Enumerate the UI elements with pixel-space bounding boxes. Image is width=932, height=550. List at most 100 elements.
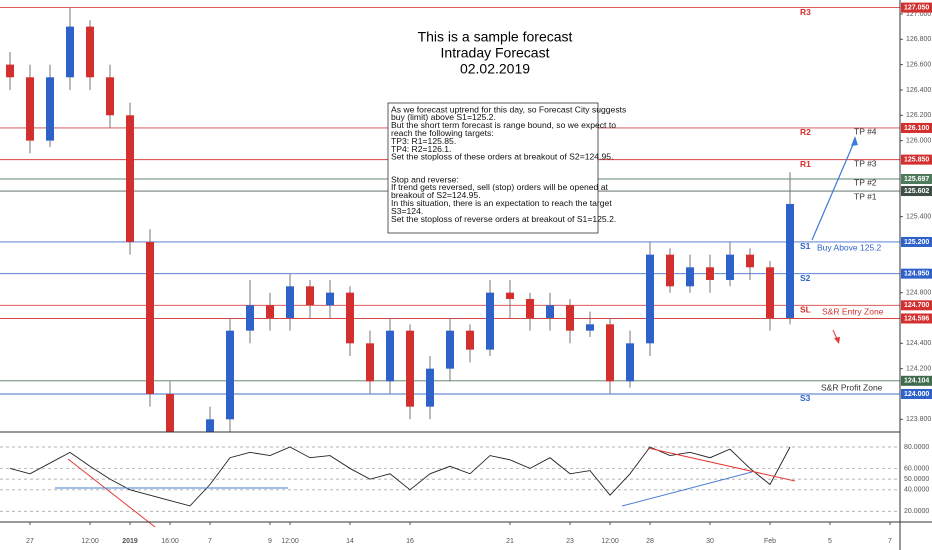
annotation: Buy Above 125.2 bbox=[817, 242, 882, 252]
candle-body bbox=[366, 343, 374, 382]
candle-body bbox=[166, 393, 174, 432]
x-tick-label: 12:00 bbox=[281, 538, 299, 545]
x-tick-label: 12:00 bbox=[81, 538, 99, 545]
annotation: TP #2 bbox=[854, 177, 877, 187]
level-label: 124.596 bbox=[904, 315, 929, 322]
candle-body bbox=[206, 419, 214, 432]
level-label-box bbox=[901, 313, 932, 324]
candle-body bbox=[766, 267, 774, 318]
x-tick-label: 7 bbox=[888, 538, 892, 545]
note-line: Set the stoploss of reverse orders at br… bbox=[391, 214, 616, 224]
level-label-box bbox=[901, 375, 932, 386]
candle-body bbox=[106, 77, 114, 116]
x-tick-label: 12:00 bbox=[601, 538, 619, 545]
candle-body bbox=[546, 305, 554, 318]
level-label: 125.602 bbox=[904, 188, 929, 195]
level-label-box bbox=[901, 2, 932, 13]
x-tick-label: 16 bbox=[406, 538, 414, 545]
candle-body bbox=[566, 305, 574, 331]
candle-body bbox=[626, 343, 634, 382]
note-line: TP3: R1=125.85. bbox=[391, 136, 456, 146]
candle-body bbox=[586, 324, 594, 331]
x-tick-label: 2019 bbox=[122, 538, 138, 545]
level-name: S1 bbox=[800, 241, 811, 251]
candle-body bbox=[426, 368, 434, 407]
level-label-box bbox=[901, 300, 932, 311]
note-line: breakout of S2=124.95. bbox=[391, 190, 481, 200]
level-label-box bbox=[901, 388, 932, 399]
y-tick-label: 126.400 bbox=[906, 87, 931, 94]
candle-body bbox=[526, 298, 534, 318]
trendline bbox=[621, 471, 753, 507]
note-line: Set the stoploss of these orders at brea… bbox=[391, 152, 613, 162]
note-box bbox=[387, 102, 599, 234]
candle-body bbox=[266, 305, 274, 318]
annotation: TP #1 bbox=[854, 191, 877, 201]
level-label-box bbox=[901, 186, 932, 197]
candle-body bbox=[466, 330, 474, 350]
title: 02.02.2019 bbox=[460, 61, 530, 77]
candle-body bbox=[686, 267, 694, 287]
x-tick-label: 14 bbox=[346, 538, 354, 545]
osc-tick-label: 60.0000 bbox=[904, 465, 929, 472]
level-label: 124.000 bbox=[904, 391, 929, 398]
osc-tick-label: 20.0000 bbox=[904, 508, 929, 515]
annotation: S&R Entry Zone bbox=[822, 306, 884, 316]
trendline bbox=[67, 458, 156, 528]
title: Intraday Forecast bbox=[441, 45, 550, 61]
candle-body bbox=[606, 324, 614, 382]
candle-body bbox=[786, 203, 794, 318]
y-tick-label: 126.600 bbox=[906, 61, 931, 68]
level-name: R1 bbox=[800, 159, 811, 169]
level-label-box bbox=[901, 236, 932, 247]
candle-body bbox=[346, 292, 354, 344]
candle-body bbox=[726, 254, 734, 280]
note-line: buy (limit) above S1=125.2. bbox=[391, 112, 496, 122]
note-line: Stop and reverse: bbox=[391, 174, 459, 184]
candle-body bbox=[66, 26, 74, 78]
note-line: reach the following targets: bbox=[391, 128, 494, 138]
y-tick-label: 126.800 bbox=[906, 36, 931, 43]
level-name: S3 bbox=[800, 393, 811, 403]
candle-body bbox=[386, 330, 394, 382]
level-label: 125.697 bbox=[904, 176, 929, 183]
level-label: 124.700 bbox=[904, 302, 929, 309]
candle-body bbox=[666, 254, 674, 287]
candle-body bbox=[646, 254, 654, 344]
candle-body bbox=[306, 286, 314, 306]
level-label: 124.950 bbox=[904, 270, 929, 277]
y-tick-label: 126.200 bbox=[906, 112, 931, 119]
candle-body bbox=[226, 330, 234, 420]
y-tick-label: 124.200 bbox=[906, 366, 931, 373]
candle-body bbox=[486, 292, 494, 350]
x-tick-label: 27 bbox=[26, 538, 34, 545]
note-line: If trend gets reversed, sell (stop) orde… bbox=[391, 182, 608, 192]
y-tick-label: 126.000 bbox=[906, 137, 931, 144]
note-line: S3=124. bbox=[391, 206, 423, 216]
level-label-box bbox=[901, 154, 932, 165]
candle-body bbox=[706, 267, 714, 280]
title: This is a sample forecast bbox=[418, 29, 573, 45]
osc-tick-label: 50.0000 bbox=[904, 476, 929, 483]
arrow bbox=[811, 139, 856, 241]
level-label: 125.850 bbox=[904, 156, 929, 163]
x-tick-label: 9 bbox=[268, 538, 272, 545]
y-tick-label: 125.400 bbox=[906, 213, 931, 220]
note-line: TP4: R2=126.1. bbox=[391, 144, 451, 154]
level-name: SL bbox=[800, 305, 811, 315]
y-tick-label: 123.800 bbox=[906, 416, 931, 423]
osc-tick-label: 80.0000 bbox=[904, 444, 929, 451]
level-label-box bbox=[901, 268, 932, 279]
candle-body bbox=[6, 64, 14, 78]
x-tick-label: 16:00 bbox=[161, 538, 179, 545]
candle-body bbox=[86, 26, 94, 78]
candle-body bbox=[406, 330, 414, 407]
level-name: R2 bbox=[800, 127, 811, 137]
candle-body bbox=[326, 292, 334, 306]
y-tick-label: 124.800 bbox=[906, 289, 931, 296]
x-tick-label: 7 bbox=[208, 538, 212, 545]
x-tick-label: 30 bbox=[706, 538, 714, 545]
